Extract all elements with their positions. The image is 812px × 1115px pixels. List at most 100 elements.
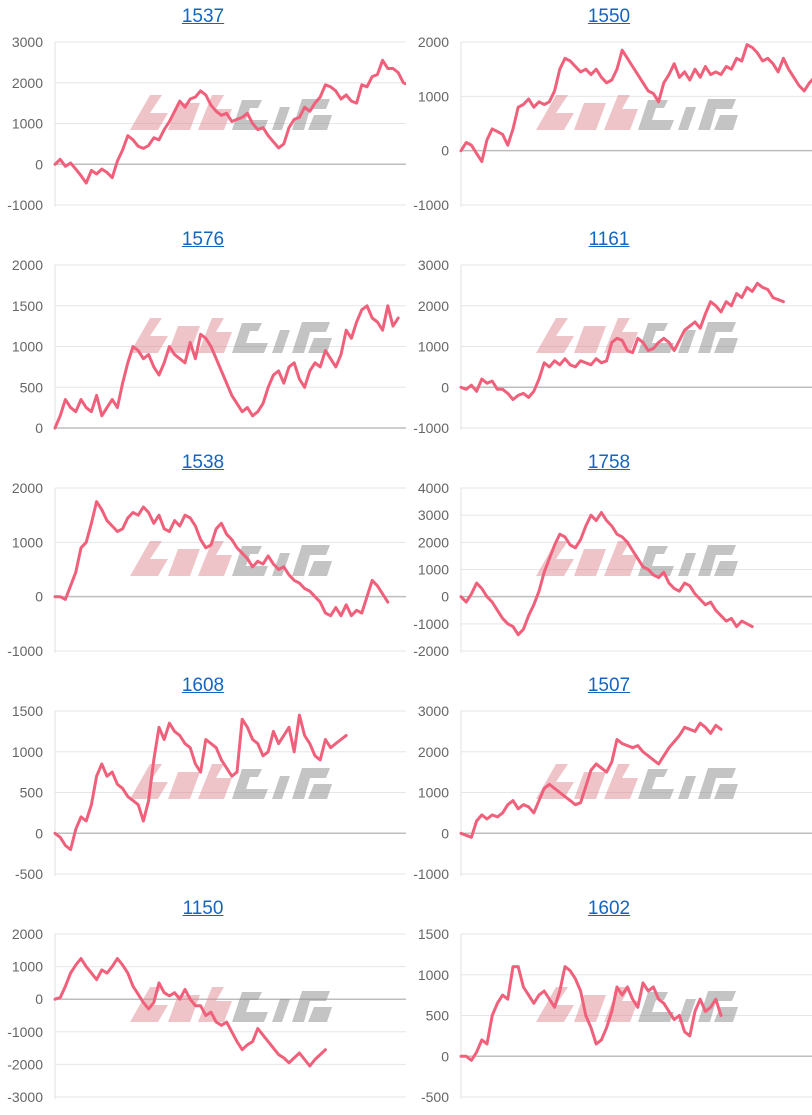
y-tick-label: 3000: [418, 507, 449, 523]
y-tick-label: 1500: [12, 703, 43, 719]
chart-title[interactable]: 1576: [181, 229, 225, 250]
chart-title[interactable]: 1538: [181, 452, 225, 473]
y-tick-label: 1500: [418, 926, 449, 942]
y-tick-label: 500: [20, 379, 44, 395]
y-tick-label: 0: [35, 825, 43, 841]
y-tick-label: 2000: [418, 534, 449, 550]
chart-panel-4: 2000 1000 0 -1000 1538: [0, 446, 406, 669]
y-tick-label: 1000: [12, 534, 43, 550]
series-line: [53, 713, 348, 852]
series-line: [459, 281, 785, 401]
series-line: [459, 721, 723, 839]
y-tick-label: 0: [441, 825, 449, 841]
y-tick-label: 4000: [418, 480, 449, 496]
chart-title[interactable]: 1507: [587, 675, 631, 696]
y-tick-label: -1000: [413, 616, 449, 632]
y-tick-label: -3000: [7, 1089, 43, 1105]
y-tick-label: 1000: [418, 967, 449, 983]
y-tick-label: -2000: [413, 643, 449, 659]
y-tick-label: 0: [35, 420, 43, 436]
y-tick-label: -1000: [413, 197, 449, 213]
chart-title[interactable]: 1550: [587, 6, 631, 27]
y-tick-label: 1000: [12, 339, 43, 355]
series-line: [53, 500, 390, 618]
series-line: [53, 58, 406, 185]
series-line: [53, 957, 327, 1068]
chart-svg-1: 2000 1000 0 -1000: [413, 34, 812, 213]
watermark-logo: [536, 318, 738, 353]
y-tick-label: 500: [426, 1008, 450, 1024]
watermark-logo: [536, 541, 738, 576]
y-tick-label: 0: [35, 156, 43, 172]
y-tick-label: 1000: [418, 785, 449, 801]
y-tick-label: 1000: [12, 116, 43, 132]
watermark-logo: [536, 764, 738, 799]
chart-title[interactable]: 1602: [587, 898, 631, 919]
chart-title[interactable]: 1758: [587, 452, 631, 473]
chart-panel-0: 3000 2000 1000 0 -1000 1537: [0, 0, 406, 223]
y-tick-label: 3000: [12, 34, 43, 50]
y-tick-label: -500: [421, 1089, 449, 1105]
chart-panel-3: 3000 2000 1000 0 -1000 1161: [406, 223, 812, 446]
chart-svg-9: 1500 1000 500 0 -500: [418, 926, 812, 1105]
chart-panel-8: 2000 1000 0 -1000 -2000 -3000 1150: [0, 892, 406, 1115]
y-tick-label: 500: [20, 785, 44, 801]
y-tick-label: 1500: [12, 298, 43, 314]
series-line: [53, 304, 400, 430]
y-tick-label: 1000: [12, 744, 43, 760]
y-tick-label: -1000: [7, 1024, 43, 1040]
y-tick-label: 1000: [418, 339, 449, 355]
y-tick-label: 2000: [12, 926, 43, 942]
y-tick-label: 3000: [418, 703, 449, 719]
chart-panel-5: 4000 3000 2000 1000 0 -1000 -2000 1758: [406, 446, 812, 669]
y-tick-label: 0: [441, 379, 449, 395]
y-tick-label: 3000: [418, 257, 449, 273]
watermark-logo: [130, 764, 332, 799]
chart-title[interactable]: 1161: [588, 229, 630, 250]
chart-title[interactable]: 1608: [181, 675, 225, 696]
chart-svg-4: 2000 1000 0 -1000: [7, 480, 406, 659]
watermark-logo: [130, 987, 332, 1022]
y-tick-label: -1000: [413, 866, 449, 882]
chart-svg-3: 3000 2000 1000 0 -1000: [413, 257, 812, 436]
watermark-logo: [130, 95, 332, 130]
y-tick-label: 2000: [12, 257, 43, 273]
y-tick-label: 2000: [12, 480, 43, 496]
y-tick-label: 0: [441, 1048, 449, 1064]
y-tick-label: 2000: [418, 744, 449, 760]
y-tick-label: 0: [35, 991, 43, 1007]
chart-panel-9: 1500 1000 500 0 -500 1602: [406, 892, 812, 1115]
watermark-logo: [536, 95, 738, 130]
chart-panel-2: 2000 1500 1000 500 0 1576: [0, 223, 406, 446]
y-tick-label: 1000: [12, 959, 43, 975]
y-tick-label: 2000: [418, 298, 449, 314]
chart-title[interactable]: 1150: [182, 898, 224, 919]
y-tick-label: 1000: [418, 88, 449, 104]
chart-svg-2: 2000 1500 1000 500 0: [12, 257, 406, 436]
chart-panel-1: 2000 1000 0 -1000 1550: [406, 0, 812, 223]
watermark-logo: [130, 541, 332, 576]
chart-svg-8: 2000 1000 0 -1000 -2000 -3000: [7, 926, 406, 1105]
y-tick-label: -1000: [7, 643, 43, 659]
series-line: [459, 43, 812, 163]
watermark-logo: [536, 987, 738, 1022]
chart-title[interactable]: 1537: [181, 6, 225, 27]
y-tick-label: 0: [441, 143, 449, 159]
y-tick-label: 1000: [418, 562, 449, 578]
y-tick-label: 2000: [418, 34, 449, 50]
chart-svg-5: 4000 3000 2000 1000 0 -1000 -2000: [413, 480, 812, 659]
y-tick-label: -500: [15, 866, 43, 882]
y-tick-label: -1000: [413, 420, 449, 436]
watermark-logo: [130, 318, 332, 353]
y-tick-label: -2000: [7, 1056, 43, 1072]
y-tick-label: -1000: [7, 197, 43, 213]
chart-panel-7: 3000 2000 1000 0 -1000 1507: [406, 669, 812, 892]
series-line: [459, 965, 723, 1062]
y-tick-label: 0: [441, 589, 449, 605]
series-line: [459, 511, 754, 637]
chart-svg-7: 3000 2000 1000 0 -1000: [413, 703, 812, 882]
y-tick-label: 2000: [12, 75, 43, 91]
chart-svg-6: 1500 1000 500 0 -500: [12, 703, 406, 882]
chart-panel-6: 1500 1000 500 0 -500 1608: [0, 669, 406, 892]
chart-svg-0: 3000 2000 1000 0 -1000: [7, 34, 406, 213]
